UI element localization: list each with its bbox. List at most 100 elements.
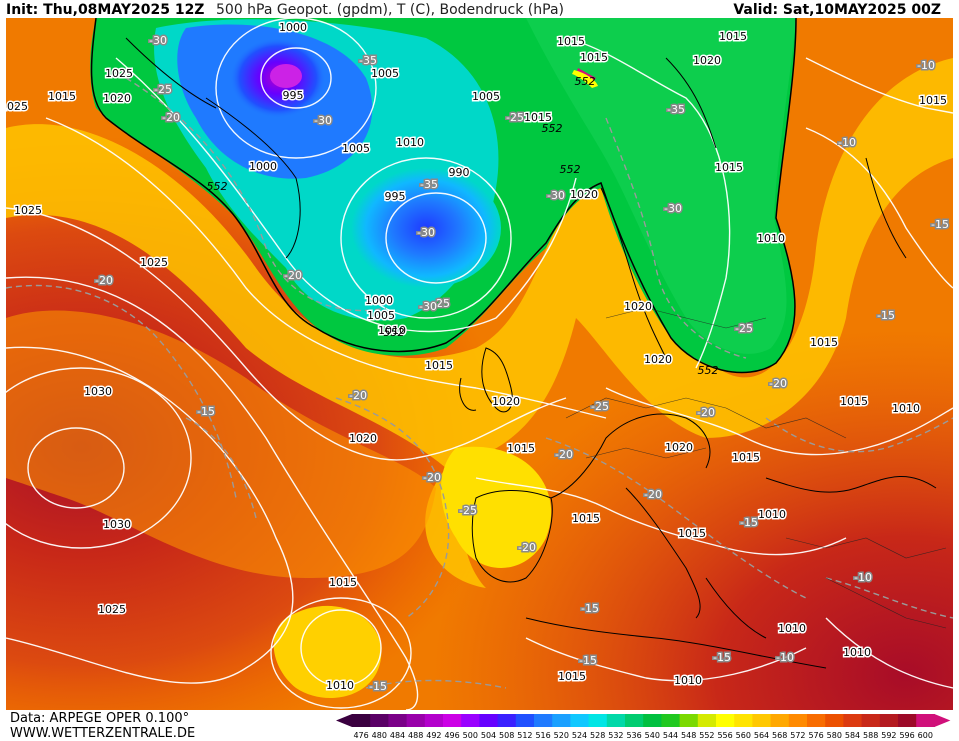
legend-swatch: [643, 714, 662, 727]
isobar-label: 1015: [425, 359, 453, 372]
isobar-label: 1015: [919, 94, 947, 107]
isotherm-label: -30: [419, 300, 437, 313]
isobar-label: 1015: [715, 161, 743, 174]
isobar-label: 1015: [329, 576, 357, 589]
map-title: 500 hPa Geopot. (gpdm), T (C), Bodendruc…: [216, 2, 564, 18]
field-blue-low-south: [351, 168, 501, 288]
isotherm-label: -20: [644, 488, 662, 501]
legend-swatch: [406, 714, 426, 727]
legend-value: 556: [717, 731, 732, 739]
legend-value: 580: [827, 731, 842, 739]
isobar-label: 1000: [249, 160, 277, 173]
isobar-label: 1015: [810, 336, 838, 349]
geopot-label: 552: [542, 122, 563, 135]
isotherm-label: -25: [506, 111, 524, 124]
legend-arrow-right: [934, 714, 951, 727]
legend-swatches: [336, 714, 951, 727]
field-violet-core: [270, 64, 302, 88]
field-yellow-iberia: [441, 446, 552, 568]
geopot-label: 552: [698, 364, 719, 377]
legend-swatch: [570, 714, 590, 727]
legend-value: 552: [699, 731, 714, 739]
isotherm-label: -25: [591, 400, 609, 413]
legend-swatch: [443, 714, 462, 727]
isobar-label: 1010: [778, 622, 806, 635]
data-source: Data: ARPEGE OPER 0.100°: [10, 711, 190, 726]
geopot-label: 552: [384, 326, 405, 339]
isotherm-label: -20: [284, 269, 302, 282]
color-legend: 476 480 484 488 492 496 500 504 508 512 516 520 524 5…: [336, 714, 951, 739]
isotherm-label: -20: [162, 111, 180, 124]
map-header: Init: Thu,08MAY2025 12Z 500 hPa Geopot. …: [0, 0, 959, 20]
isobar-label: 1015: [732, 451, 760, 464]
isotherm-label: -35: [420, 178, 438, 191]
field-yellow-atlantic: [273, 605, 382, 698]
legend-swatch: [843, 714, 863, 727]
isotherm-label: -15: [740, 516, 758, 529]
legend-value: 548: [681, 731, 696, 739]
isobar-label: 1015: [524, 111, 552, 124]
coastlines: [125, 37, 937, 669]
isobar-label: 1010: [758, 508, 786, 521]
legend-value: 500: [463, 731, 478, 739]
legend-value: 536: [626, 731, 641, 739]
legend-swatch: [807, 714, 826, 727]
isotherm-label: -20: [95, 274, 113, 287]
legend-value: 524: [572, 731, 587, 739]
isobar-label: 1015: [48, 90, 76, 103]
legend-swatch: [352, 714, 371, 727]
isotherm-label: -35: [359, 54, 377, 67]
legend-value: 504: [481, 731, 496, 739]
legend-swatch: [661, 714, 681, 727]
legend-value: 568: [772, 731, 787, 739]
legend-value: 480: [372, 731, 387, 739]
isotherm-label: -10: [917, 59, 935, 72]
isobar-label: 1015: [719, 30, 747, 43]
isotherm-label: -15: [713, 651, 731, 664]
isobar-label: 1025: [98, 603, 126, 616]
isobar-label: 1015: [507, 442, 535, 455]
isotherm-label: -25: [459, 504, 477, 517]
isobar-label: 1030: [84, 385, 112, 398]
isobar-label: 1015: [572, 512, 600, 525]
isobar-label: 1020: [644, 353, 672, 366]
legend-swatch: [552, 714, 571, 727]
field-yellow-notch: [572, 70, 598, 88]
legend-value: 476: [353, 731, 368, 739]
isobar-label: 1020: [570, 188, 598, 201]
site-url: WWW.WETTERZENTRALE.DE: [10, 726, 196, 741]
field-green-light: [526, 18, 796, 354]
isotherm-label: -20: [697, 406, 715, 419]
legend-value: 528: [590, 731, 605, 739]
isotherm-label: -15: [197, 405, 215, 418]
isobar-label: 1020: [624, 300, 652, 313]
legend-swatch: [716, 714, 735, 727]
isotherm-label: -10: [854, 571, 872, 584]
legend-value: 512: [517, 731, 532, 739]
isotherm-label: -15: [579, 654, 597, 667]
legend-value: 576: [808, 731, 823, 739]
legend-swatch: [606, 714, 626, 727]
legend-values: 476 480 484 488 492 496 500 504 508 512 516 520 524 5…: [353, 731, 932, 739]
isobar-label: 1020: [349, 432, 377, 445]
isotherm-label: -30: [314, 114, 332, 127]
isobar-label: 1010: [396, 136, 424, 149]
legend-value: 592: [881, 731, 896, 739]
isobar-label: 1020: [492, 395, 520, 408]
isotherms: [6, 77, 953, 689]
isobar-label: 1010: [892, 402, 920, 415]
isotherm-label: -15: [877, 309, 895, 322]
isobar-label: 1020: [693, 54, 721, 67]
legend-swatch: [879, 714, 899, 727]
legend-swatch: [734, 714, 753, 727]
weather-map: 1000 1025 1015 1020 995 1005 1015 1020 1000 1005 1…: [6, 18, 953, 710]
isobar-label: 1010: [378, 324, 406, 337]
isotherm-label: -15: [369, 680, 387, 693]
isotherm-label: -10: [776, 651, 794, 664]
isobar-label: 1015: [558, 670, 586, 683]
isotherm-label: -25: [735, 322, 753, 335]
isotherm-label: -20: [555, 448, 573, 461]
legend-swatch: [424, 714, 444, 727]
isobar-label: 1010: [757, 232, 785, 245]
isotherm-label: -20: [423, 471, 441, 484]
